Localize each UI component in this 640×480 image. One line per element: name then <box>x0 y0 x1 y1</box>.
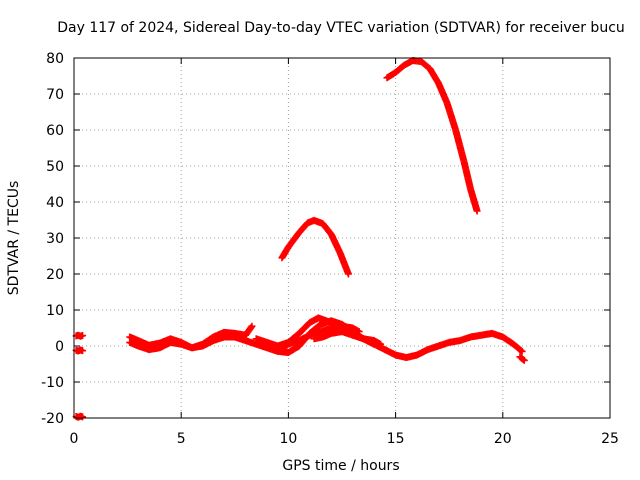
y-tick-label: 40 <box>46 195 64 211</box>
data-point <box>355 328 363 336</box>
axis-ticks: 0 5 10 15 20 25 -20 -10 0 10 20 30 40 50 60 70 80 <box>41 51 619 447</box>
y-tick-label: 70 <box>46 87 64 103</box>
data-point <box>79 347 87 355</box>
data-point <box>519 356 527 363</box>
x-tick-label: 15 <box>387 431 405 447</box>
x-tick-label: 0 <box>70 431 79 447</box>
data-point <box>518 347 526 355</box>
chart-title: Day 117 of 2024, Sidereal Day-to-day VTE… <box>57 20 625 36</box>
data-point <box>517 347 525 354</box>
y-tick-label: 50 <box>46 159 64 175</box>
data-point <box>79 413 87 421</box>
y-tick-label: 0 <box>55 339 64 355</box>
data-point <box>377 340 385 348</box>
data-point <box>344 270 352 278</box>
data-point <box>473 207 481 215</box>
data-point <box>247 323 255 331</box>
x-tick-label: 5 <box>177 431 186 447</box>
data-points <box>72 57 528 421</box>
x-tick-label: 10 <box>279 431 297 447</box>
y-tick-label: -10 <box>41 375 64 391</box>
y-tick-label: 30 <box>46 231 64 247</box>
data-point <box>248 322 256 330</box>
y-tick-label: 60 <box>46 123 64 139</box>
x-tick-label: 25 <box>601 431 619 447</box>
y-tick-label: 80 <box>46 51 64 67</box>
data-point <box>520 356 528 364</box>
x-axis-label: GPS time / hours <box>282 458 399 474</box>
y-tick-label: -20 <box>41 411 64 427</box>
y-axis-label: SDTVAR / TECUs <box>6 181 22 296</box>
y-tick-label: 10 <box>46 303 64 319</box>
y-tick-label: 20 <box>46 267 64 283</box>
data-point <box>79 332 87 340</box>
grid <box>74 58 610 418</box>
x-tick-label: 20 <box>494 431 512 447</box>
